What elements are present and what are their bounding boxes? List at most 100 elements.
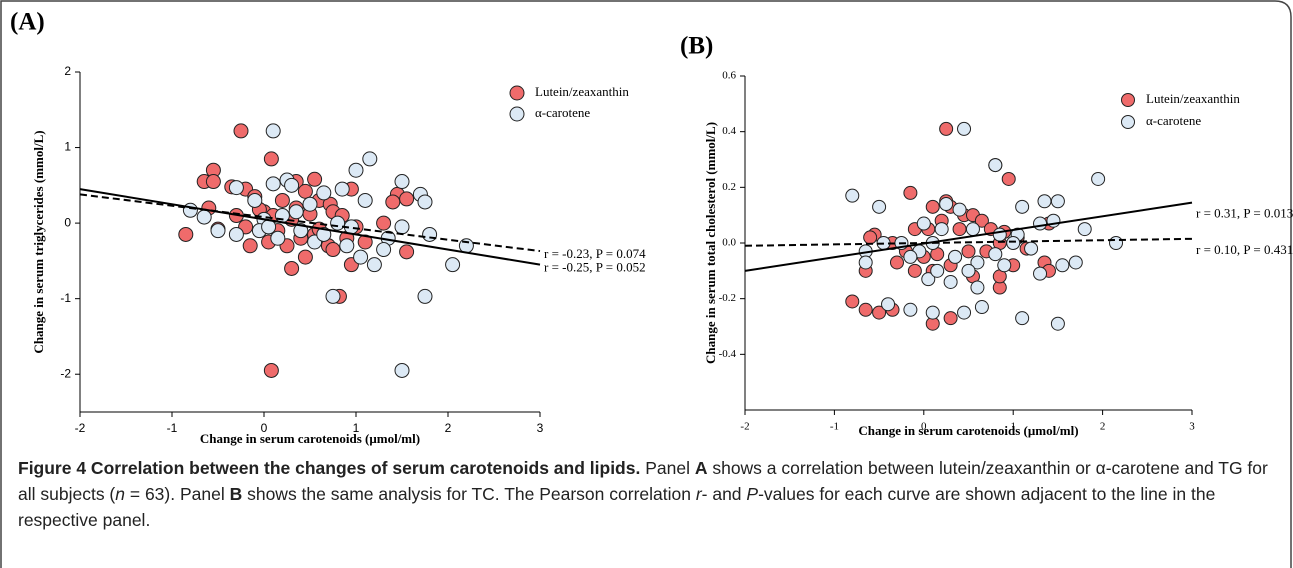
point (992, 227, 1007, 242)
point (970, 280, 985, 295)
y-tick-label: 2 (64, 64, 71, 78)
point (1077, 222, 1092, 237)
point (316, 226, 332, 242)
point (1037, 194, 1052, 209)
point (178, 226, 194, 242)
point (872, 305, 887, 320)
point (242, 238, 258, 254)
point (1006, 236, 1021, 250)
x-tick-label: 2 (1100, 421, 1106, 433)
point (196, 209, 212, 225)
point (376, 215, 392, 231)
legend-label: Lutein/zeaxanthin (535, 84, 629, 99)
point (916, 216, 931, 231)
x-tick-label: 0 (921, 421, 927, 433)
fit-annotation: r = 0.10, P = 0.431 (1196, 242, 1293, 257)
caption-text: B (229, 484, 243, 504)
point (974, 213, 989, 228)
point (265, 123, 281, 139)
point (334, 181, 350, 197)
fit-line (744, 201, 1193, 272)
legend-label: α-carotene (535, 105, 590, 120)
point (903, 249, 918, 264)
point (943, 311, 958, 326)
point (845, 188, 860, 203)
caption-text: P (746, 484, 759, 504)
point (210, 223, 226, 239)
point (353, 249, 369, 265)
point (961, 263, 976, 278)
point (1024, 241, 1039, 256)
point (858, 302, 873, 317)
point (274, 192, 290, 208)
point (330, 215, 346, 231)
point (325, 242, 341, 258)
fit-annotation: r = 0.31, P = 0.013 (1196, 206, 1293, 221)
point (270, 230, 286, 246)
point (1050, 316, 1065, 331)
point (872, 199, 887, 214)
point (970, 255, 985, 270)
legend-marker (1121, 115, 1135, 129)
y-axis-title: Change in serum triglycerides (mmol/L) (31, 130, 46, 353)
x-tick-label: 0 (261, 421, 268, 435)
y-tick-label: -0.4 (719, 348, 737, 360)
point (366, 257, 382, 273)
point (934, 222, 949, 237)
point (903, 185, 918, 200)
point (422, 226, 438, 242)
point (1068, 255, 1083, 270)
point (1033, 216, 1048, 231)
fit-annotation: r = -0.25, P = 0.052 (544, 260, 646, 275)
y-tick-label: 0.2 (722, 181, 736, 193)
point (394, 219, 410, 235)
point (182, 202, 198, 218)
point (939, 121, 954, 136)
point (948, 249, 963, 264)
x-tick-label: -2 (75, 421, 86, 435)
y-axis-title: Change in serum total cholesterol (mmol/… (703, 122, 718, 364)
point (263, 151, 279, 167)
x-tick-label: 1 (1010, 421, 1016, 433)
point (445, 257, 461, 273)
point (261, 219, 277, 235)
y-tick-label: 0.6 (722, 70, 736, 82)
fit-line (79, 193, 541, 253)
caption-text: Panel (640, 458, 695, 478)
point (863, 230, 878, 245)
caption-text: n (115, 484, 125, 504)
point (930, 263, 945, 278)
point (385, 194, 401, 210)
y-tick-label: -0.2 (719, 292, 736, 304)
legend-marker (509, 106, 525, 122)
caption-text: -values for each curve are shown adjacen… (18, 484, 1216, 530)
point (247, 192, 263, 208)
point (903, 302, 918, 317)
point (316, 185, 332, 201)
point (974, 300, 989, 315)
point (357, 192, 373, 208)
point (965, 222, 980, 237)
point (1055, 258, 1070, 273)
point (205, 174, 221, 190)
x-tick-label: -2 (740, 421, 749, 433)
point (399, 191, 415, 207)
x-tick-label: 3 (537, 421, 544, 435)
point (952, 222, 967, 237)
point (1015, 311, 1030, 326)
point (228, 226, 244, 242)
legend-label: α-carotene (1146, 113, 1201, 128)
x-axis-title: Change in serum carotenoids (μmol/ml) (858, 423, 1078, 438)
x-tick-label: -1 (167, 421, 178, 435)
point (957, 121, 972, 136)
caption-title: Figure 4 Correlation between the changes… (18, 458, 641, 478)
point (362, 151, 378, 167)
point (293, 223, 309, 239)
point (988, 247, 1003, 262)
point (307, 171, 323, 187)
point (1033, 266, 1048, 281)
point (284, 260, 300, 276)
point (939, 197, 954, 212)
